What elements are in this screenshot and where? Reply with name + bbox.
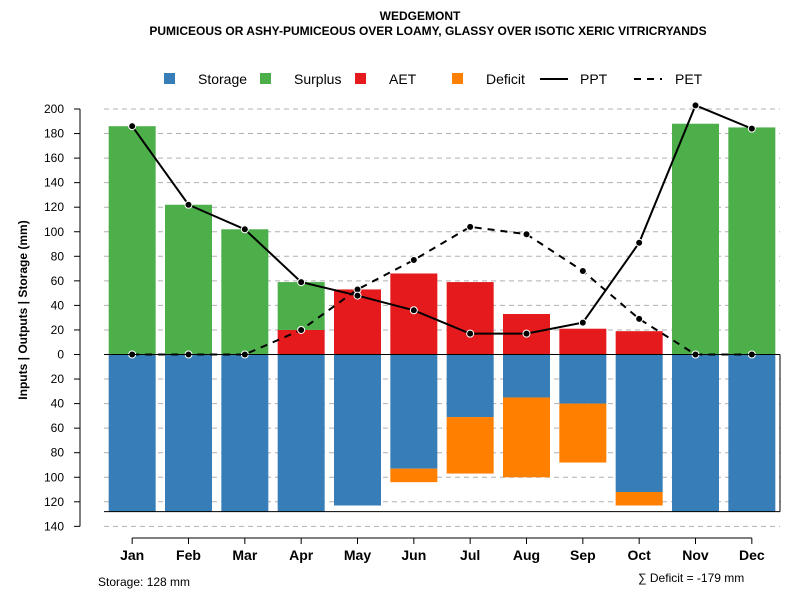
y-tick-label: 60 [51, 274, 65, 288]
y-tick-label: 140 [44, 176, 64, 190]
gridlines [104, 108, 780, 527]
storage-bar [390, 354, 438, 469]
legend-swatch-deficit [452, 73, 463, 84]
legend-swatch-aet [355, 73, 366, 84]
y-tick-label: 100 [44, 225, 64, 239]
pet-point [578, 267, 587, 276]
x-tick-label-jul: Jul [460, 547, 480, 563]
ppt-point [240, 225, 249, 234]
deficit-bar [503, 397, 550, 478]
legend-label-surplus: Surplus [294, 71, 341, 87]
storage-bar [559, 354, 607, 404]
ppt-point [522, 329, 531, 338]
aet-bar [446, 282, 494, 355]
ppt-point [353, 291, 362, 300]
y-tick-label: 120 [44, 200, 64, 214]
legend-label-pet: PET [675, 71, 703, 87]
chart-title: WEDGEMONT [380, 9, 461, 23]
x-tick-label-may: May [344, 547, 371, 563]
legend: Storage Surplus AET Deficit PPT PET [164, 71, 703, 87]
surplus-bar [108, 126, 156, 355]
y-tick-label: 60 [51, 421, 65, 435]
surplus-bar [277, 282, 325, 330]
storage-bar [672, 354, 719, 512]
storage-note: Storage: 128 mm [98, 575, 190, 589]
y-tick-label: 0 [57, 348, 64, 362]
ppt-line [131, 104, 753, 335]
y-tick-label: 20 [51, 372, 65, 386]
deficit-bar [615, 491, 663, 506]
ppt-point [691, 101, 700, 110]
pet-point [466, 222, 475, 231]
y-tick-label: 20 [51, 323, 65, 337]
legend-label-storage: Storage [198, 71, 247, 87]
pet-point [297, 325, 306, 334]
ppt-point [297, 278, 306, 287]
y-tick-label: 140 [44, 519, 64, 533]
ppt-point [128, 122, 137, 131]
surplus-bar [728, 127, 776, 355]
deficit-bar [446, 417, 494, 474]
storage-bar [221, 354, 269, 512]
storage-bar [503, 354, 550, 398]
y-tick-label: 180 [44, 127, 64, 141]
y-tick-label: 100 [44, 470, 64, 484]
pet-point [635, 314, 644, 323]
pet-line [132, 225, 752, 356]
storage-bar [277, 354, 325, 512]
storage-bar [446, 354, 494, 418]
ppt-point [409, 306, 418, 315]
deficit-note: ∑ Deficit = -179 mm [638, 571, 744, 585]
legend-swatch-surplus [260, 73, 271, 84]
pet-point [409, 255, 418, 264]
ppt-point [747, 124, 756, 133]
y-tick-label: 40 [51, 397, 65, 411]
legend-label-ppt: PPT [580, 71, 608, 87]
storage-bar [334, 354, 381, 506]
x-tick-label-apr: Apr [289, 547, 314, 563]
x-tick-label-jun: Jun [401, 547, 426, 563]
aet-bar [615, 331, 663, 355]
y-axis-label: Inputs | Outputs | Storage (mm) [16, 220, 30, 399]
y-tick-label: 80 [51, 446, 65, 460]
deficit-bar [390, 468, 438, 483]
x-tick-label-feb: Feb [176, 547, 201, 563]
ppt-point [466, 329, 475, 338]
x-tick-label-sep: Sep [570, 547, 596, 563]
x-tick-label-oct: Oct [627, 547, 651, 563]
ppt-point [578, 318, 587, 327]
y-tick-label: 120 [44, 495, 64, 509]
storage-bar [108, 354, 156, 512]
storage-bar [615, 354, 663, 492]
legend-label-deficit: Deficit [486, 71, 525, 87]
storage-bar [728, 354, 776, 512]
y-tick-label: 80 [51, 249, 65, 263]
deficit-bar [559, 403, 607, 463]
ppt-point [635, 238, 644, 247]
x-tick-label-dec: Dec [739, 547, 765, 563]
x-tick-label-mar: Mar [232, 547, 257, 563]
storage-bar [165, 354, 212, 512]
chart-subtitle: PUMICEOUS OR ASHY-PUMICEOUS OVER LOAMY, … [149, 24, 706, 38]
ppt-point [184, 200, 193, 209]
y-tick-label: 160 [44, 151, 64, 165]
aet-bar [277, 329, 325, 355]
pet-point [522, 230, 531, 239]
legend-label-aet: AET [389, 71, 417, 87]
x-tick-label-nov: Nov [682, 547, 709, 563]
series-points [128, 101, 756, 359]
surplus-bar [165, 204, 212, 355]
surplus-bar [672, 123, 719, 355]
legend-swatch-storage [164, 73, 175, 84]
surplus-bar [221, 229, 269, 355]
aet-bar [559, 328, 607, 355]
series-lines [131, 104, 753, 356]
y-tick-label: 40 [51, 298, 65, 312]
y-tick-label: 200 [44, 102, 64, 116]
x-tick-label-jan: Jan [120, 547, 144, 563]
bars [108, 123, 776, 512]
axes: 2001801601401201008060402002040608010012… [44, 102, 781, 563]
x-tick-label-aug: Aug [513, 547, 540, 563]
